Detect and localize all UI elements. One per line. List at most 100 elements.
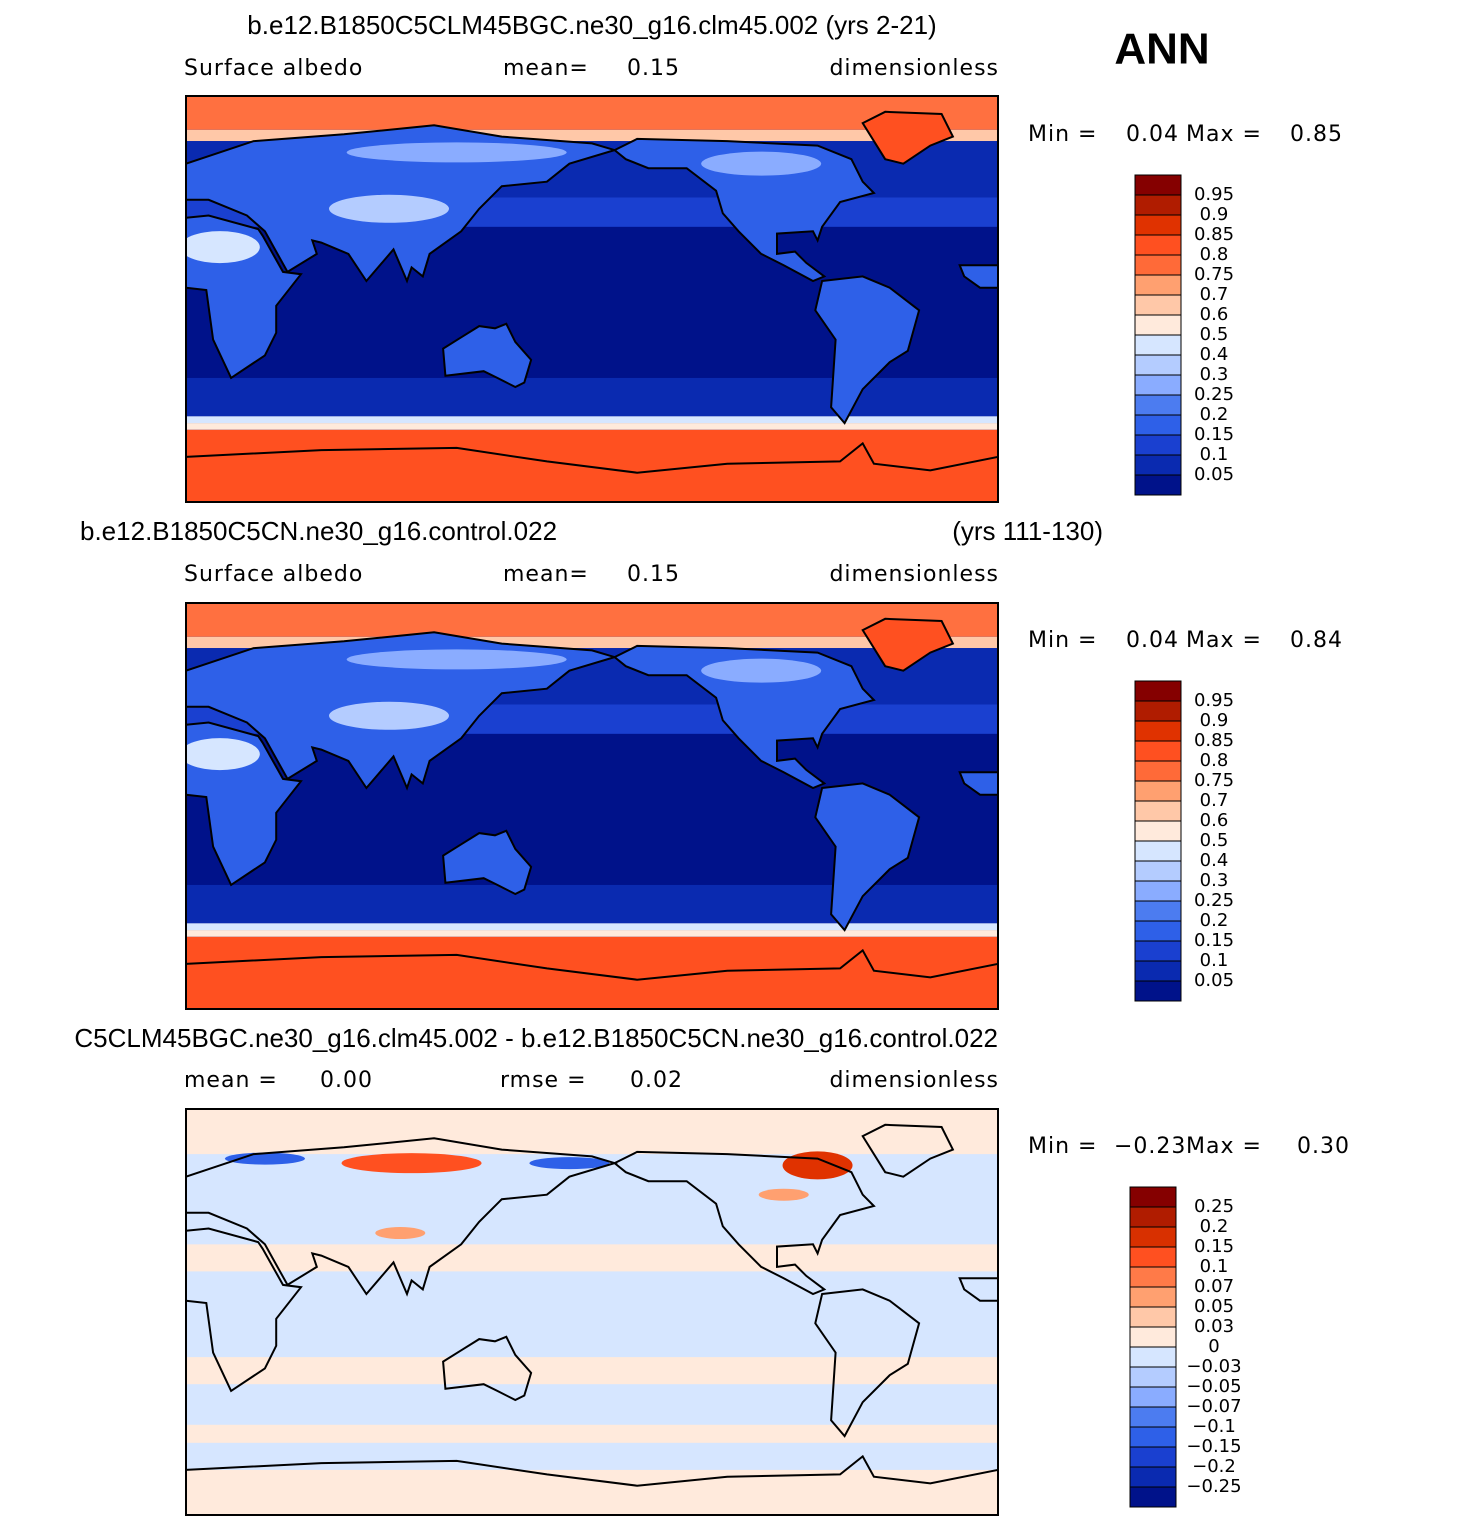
colorbar-label: 0.25 (1194, 890, 1234, 911)
colorbar-label: 0.8 (1200, 750, 1229, 771)
colorbar-box (1134, 454, 1182, 476)
colorbar-label: −0.1 (1192, 1416, 1236, 1437)
colorbar-label: 0.7 (1200, 790, 1229, 811)
colorbar-box (1134, 760, 1182, 782)
landmass (958, 264, 998, 289)
landmass (186, 948, 998, 1009)
colorbar-label: −0.03 (1186, 1356, 1241, 1377)
anomaly (529, 1157, 610, 1170)
desert (186, 738, 260, 771)
landmass (186, 1454, 998, 1515)
colorbar-box (1129, 1326, 1177, 1348)
units: dimensionless (829, 562, 999, 587)
colorbar-label: 0.75 (1194, 264, 1234, 285)
map-band (186, 416, 998, 424)
colorbar-label: 0.9 (1200, 204, 1229, 225)
landmass (612, 644, 876, 790)
colorbar-box (1134, 820, 1182, 842)
variable-name: Surface albedo (184, 56, 363, 81)
landmass (186, 1137, 619, 1297)
landmass (814, 1288, 921, 1438)
colorbar-box (1129, 1466, 1177, 1488)
colorbar-box (1134, 720, 1182, 742)
stat-label: rmse = (500, 1068, 587, 1093)
panel-title: b.e12.B1850C5CLM45BGC.ne30_g16.clm45.002… (247, 10, 936, 40)
stat-label: mean = (184, 1068, 278, 1093)
colorbar-box (1134, 374, 1182, 396)
colorbar-label: 0.1 (1200, 1256, 1229, 1277)
colorbar-box (1134, 980, 1182, 1002)
colorbar-box (1129, 1286, 1177, 1308)
colorbar-box (1129, 1366, 1177, 1388)
colorbar-box (1134, 254, 1182, 276)
colorbar-box (1134, 274, 1182, 296)
colorbar-label: −0.07 (1186, 1396, 1241, 1417)
map (186, 603, 998, 1009)
colorbar-label: 0.85 (1194, 730, 1234, 751)
map-band (186, 1424, 998, 1443)
colorbar-label: 0.05 (1194, 970, 1234, 991)
colorbar-box (1129, 1306, 1177, 1328)
colorbar-label: 0.6 (1200, 304, 1229, 325)
variable-name: Surface albedo (184, 562, 363, 587)
colorbar-box (1129, 1446, 1177, 1468)
colorbar-box (1129, 1406, 1177, 1428)
landmass (958, 1277, 998, 1302)
season-label: ANN (1114, 25, 1209, 74)
colorbar-label: −0.05 (1186, 1376, 1241, 1397)
snow (701, 658, 822, 683)
colorbar-box (1129, 1226, 1177, 1248)
map-frame (185, 95, 999, 503)
colorbar-label: 0.15 (1194, 930, 1234, 951)
colorbar-box (1129, 1246, 1177, 1268)
stat-value: 0.15 (627, 56, 680, 81)
panel-title: C5CLM45BGC.ne30_g16.clm45.002 - b.e12.B1… (74, 1023, 998, 1053)
colorbar-box (1134, 434, 1182, 456)
map-frame (185, 1108, 999, 1516)
colorbar-box (1134, 294, 1182, 316)
colorbar-box (1134, 920, 1182, 942)
map-band (186, 129, 998, 142)
stat-value: 0.00 (320, 1068, 373, 1093)
min-label: Min = (1028, 628, 1097, 653)
landmass (814, 275, 921, 425)
colorbar-box (1134, 800, 1182, 822)
colorbar-label: −0.2 (1192, 1456, 1236, 1477)
colorbar-label: 0.85 (1194, 224, 1234, 245)
colorbar-label: 0.1 (1200, 444, 1229, 465)
snow (346, 649, 567, 670)
landmass (442, 322, 533, 389)
colorbar-box (1129, 1206, 1177, 1228)
landmass (612, 1150, 876, 1296)
colorbar-label: 0.8 (1200, 244, 1229, 265)
map-band (186, 423, 998, 430)
colorbar-box (1129, 1266, 1177, 1288)
max-value: 0.84 (1290, 628, 1343, 653)
landmass (958, 771, 998, 796)
stat-value: 0.15 (627, 562, 680, 587)
colorbar-label: 0.4 (1200, 850, 1229, 871)
landmass (861, 1123, 955, 1178)
colorbar-label: 0.2 (1200, 1216, 1229, 1237)
desert (329, 701, 449, 730)
colorbar-box (1134, 960, 1182, 982)
max-label: Max = (1186, 122, 1262, 147)
anomaly (782, 1151, 853, 1180)
colorbar-box (1134, 394, 1182, 416)
max-value: 0.30 (1297, 1134, 1350, 1159)
landmass (861, 110, 955, 165)
colorbar-label: 0.25 (1194, 384, 1234, 405)
map-band (186, 1109, 998, 1155)
landmass (814, 782, 921, 932)
colorbar-label: 0.15 (1194, 424, 1234, 445)
min-value: 0.04 (1126, 628, 1179, 653)
max-label: Max = (1186, 628, 1262, 653)
map (186, 96, 998, 502)
colorbar-label: 0.5 (1200, 324, 1229, 345)
colorbar-label: 0.05 (1194, 464, 1234, 485)
min-label: Min = (1028, 122, 1097, 147)
map-band (186, 884, 998, 924)
min-value: 0.04 (1126, 122, 1179, 147)
colorbar-label: 0.2 (1200, 404, 1229, 425)
colorbar-box (1134, 880, 1182, 902)
